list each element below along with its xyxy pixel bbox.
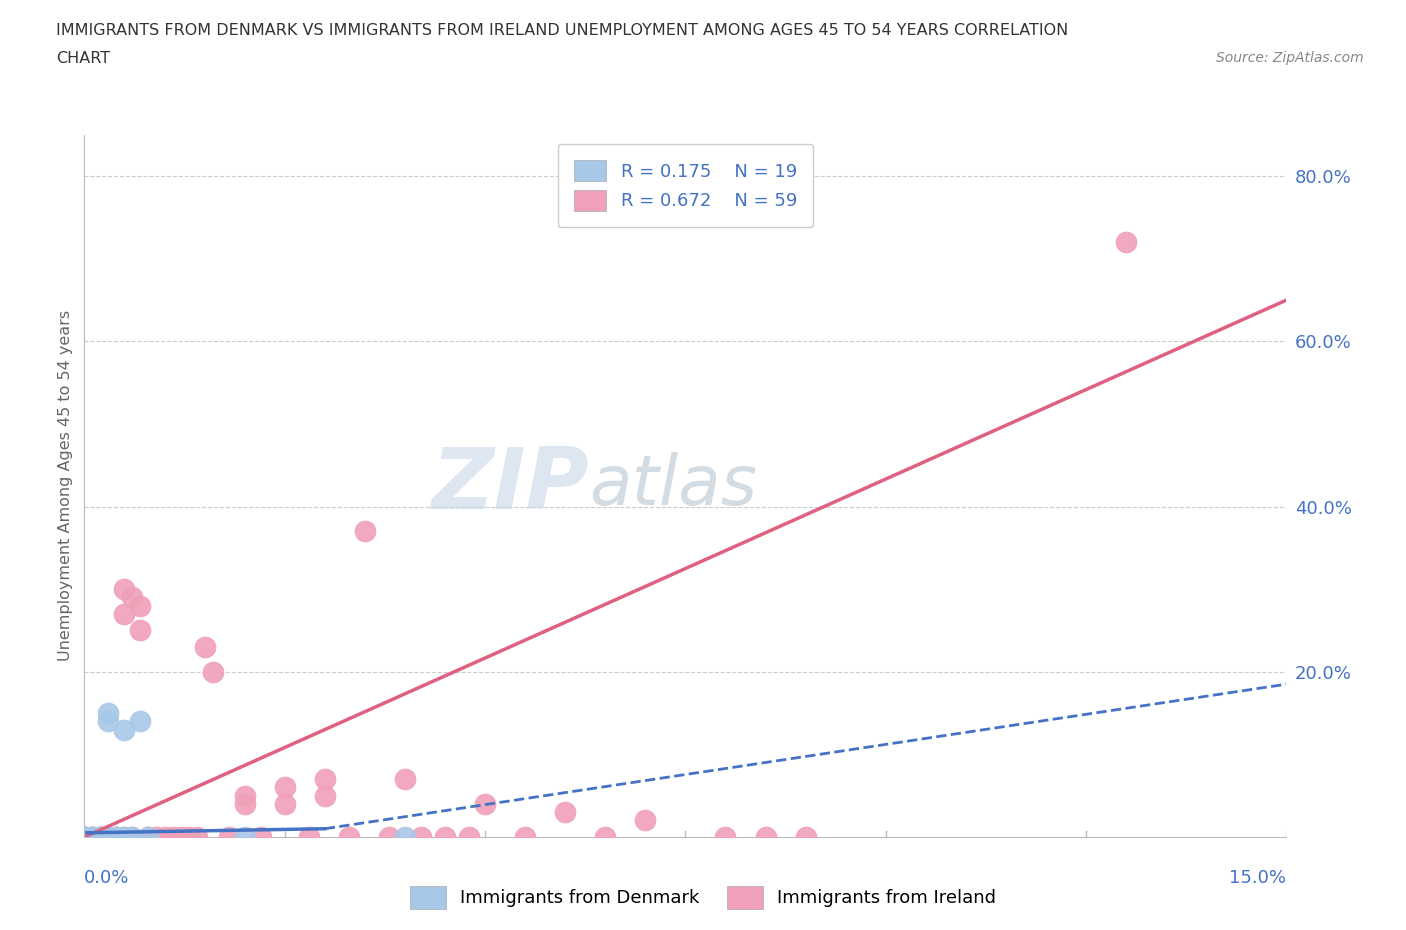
Point — [515, 830, 537, 844]
Point — [73, 830, 96, 844]
Point — [554, 804, 576, 819]
Point — [194, 640, 217, 655]
Point — [474, 796, 496, 811]
Point — [73, 830, 96, 844]
Point — [145, 830, 167, 844]
Point — [82, 830, 104, 844]
Point — [105, 830, 128, 844]
Point — [314, 772, 336, 787]
Point — [794, 830, 817, 844]
Point — [114, 830, 135, 844]
Point — [755, 830, 778, 844]
Point — [314, 789, 336, 804]
Point — [73, 830, 96, 844]
Legend: Immigrants from Denmark, Immigrants from Ireland: Immigrants from Denmark, Immigrants from… — [401, 877, 1005, 918]
Point — [177, 830, 200, 844]
Point — [169, 830, 191, 844]
Point — [249, 830, 271, 844]
Point — [114, 582, 135, 597]
Point — [97, 706, 120, 721]
Point — [409, 830, 432, 844]
Point — [114, 606, 135, 621]
Point — [114, 723, 135, 737]
Point — [97, 714, 120, 729]
Point — [233, 789, 256, 804]
Point — [378, 830, 401, 844]
Point — [114, 830, 135, 844]
Point — [121, 590, 143, 604]
Point — [73, 830, 96, 844]
Point — [162, 830, 184, 844]
Point — [129, 714, 152, 729]
Point — [186, 830, 208, 844]
Point — [82, 830, 104, 844]
Point — [97, 830, 120, 844]
Point — [97, 830, 120, 844]
Point — [233, 796, 256, 811]
Point — [714, 830, 737, 844]
Point — [337, 830, 360, 844]
Point — [354, 524, 377, 538]
Point — [97, 830, 120, 844]
Legend: R = 0.175    N = 19, R = 0.672    N = 59: R = 0.175 N = 19, R = 0.672 N = 59 — [558, 144, 813, 227]
Point — [105, 830, 128, 844]
Text: ZIP: ZIP — [432, 445, 589, 527]
Point — [121, 830, 143, 844]
Point — [89, 830, 111, 844]
Point — [105, 830, 128, 844]
Point — [82, 830, 104, 844]
Y-axis label: Unemployment Among Ages 45 to 54 years: Unemployment Among Ages 45 to 54 years — [58, 311, 73, 661]
Point — [73, 830, 96, 844]
Point — [138, 830, 160, 844]
Point — [153, 830, 176, 844]
Text: 15.0%: 15.0% — [1229, 869, 1286, 886]
Point — [89, 830, 111, 844]
Point — [73, 830, 96, 844]
Point — [89, 830, 111, 844]
Point — [73, 830, 96, 844]
Text: CHART: CHART — [56, 51, 110, 66]
Point — [121, 830, 143, 844]
Point — [458, 830, 481, 844]
Point — [129, 623, 152, 638]
Point — [89, 830, 111, 844]
Point — [218, 830, 240, 844]
Text: 0.0%: 0.0% — [84, 869, 129, 886]
Point — [89, 830, 111, 844]
Point — [634, 813, 657, 828]
Text: atlas: atlas — [589, 452, 758, 520]
Point — [73, 830, 96, 844]
Point — [394, 830, 416, 844]
Point — [82, 830, 104, 844]
Point — [138, 830, 160, 844]
Point — [73, 830, 96, 844]
Point — [73, 830, 96, 844]
Point — [595, 830, 617, 844]
Point — [1115, 234, 1137, 249]
Point — [129, 598, 152, 613]
Point — [298, 830, 321, 844]
Point — [82, 830, 104, 844]
Text: Source: ZipAtlas.com: Source: ZipAtlas.com — [1216, 51, 1364, 65]
Point — [434, 830, 457, 844]
Point — [274, 796, 297, 811]
Point — [233, 830, 256, 844]
Point — [201, 664, 224, 679]
Point — [73, 830, 96, 844]
Point — [274, 780, 297, 795]
Point — [138, 830, 160, 844]
Point — [394, 772, 416, 787]
Text: IMMIGRANTS FROM DENMARK VS IMMIGRANTS FROM IRELAND UNEMPLOYMENT AMONG AGES 45 TO: IMMIGRANTS FROM DENMARK VS IMMIGRANTS FR… — [56, 23, 1069, 38]
